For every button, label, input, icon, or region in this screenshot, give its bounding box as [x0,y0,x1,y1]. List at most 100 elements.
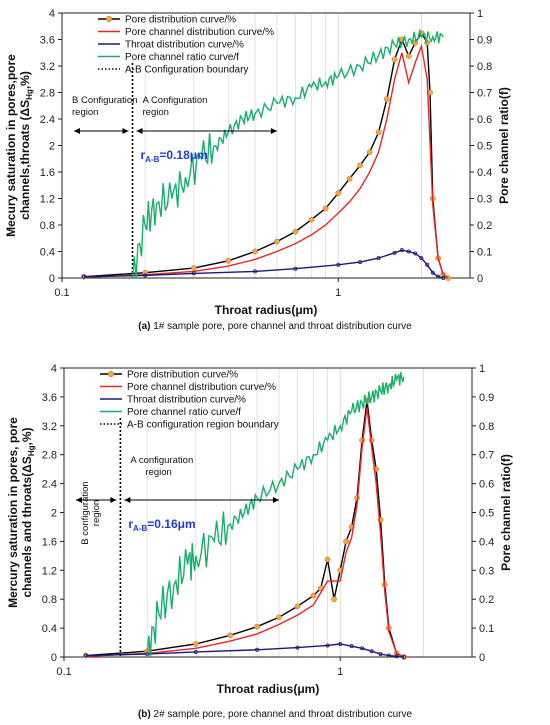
region-b-arrow-head-left [76,497,82,503]
chart-panel-2: 0 0.4 0.8 1.2 1.6 2 2.4 2.8 3.2 3.6 4 0 0.1 0.2 0.3 0.4… [6,363,513,720]
x-tick-label: 0.1 [54,287,69,299]
y2-tick-label: 0 [479,652,485,664]
series-point [325,643,330,648]
region-b-arrow-head-right [122,128,129,134]
series-point [436,274,441,279]
series-point [322,205,329,212]
y-tick-label: 2.4 [40,114,55,126]
series-point [254,623,260,630]
y-tick-label: 1.6 [40,167,55,179]
region-b-arrow-head-right [110,497,117,503]
y2-tick-label: 1 [477,8,483,20]
y2-tick-label: 0.5 [479,508,494,520]
series-point [310,592,317,599]
series-point [193,649,198,654]
series-point [360,646,365,651]
region-a-arrow-head-left [136,128,143,134]
caption-label: (a) [138,321,150,332]
y-tick-label: 3.2 [40,61,55,73]
series-point [391,56,398,63]
region-a-label-1: A Configuration [143,95,208,106]
y-tick-label: 4 [49,8,55,20]
legend-label: Throat distribution curve/% [127,395,246,406]
x-tick-label: 1 [337,666,343,678]
series-point [81,274,86,279]
y2-tick-label: 0.9 [479,392,494,404]
series-point [274,238,280,245]
series-point [335,190,342,197]
series-point [369,649,374,654]
series-point [308,216,315,223]
y-tick-label: 0.4 [40,247,55,259]
y-axis-title-line-2: channels and throats(ΔS [20,456,34,597]
y-axis-title-line-2-end: ,%) [20,427,34,445]
y2-tick-label: 0.9 [477,35,492,47]
series-point [405,53,412,59]
series-point [378,652,383,657]
y2-tick-label: 0.6 [477,114,492,126]
legend-label: Pore channel distribution curve/% [127,382,276,393]
y-axis-title-line-2-end: ,%) [18,71,32,89]
y-tick-label: 2.4 [42,479,57,491]
series-point [190,265,197,271]
series-point [143,273,148,278]
series-point [331,596,337,603]
region-a-arrow-head-right [270,128,277,134]
legend-label: Pore distribution curve/% [127,370,238,381]
series-point [255,647,260,652]
y-axis-title-subscript: Hg [25,89,34,100]
series-line-3 [85,643,404,658]
series-point [386,653,391,658]
y-tick-label: 2 [51,508,57,520]
region-a-arrow-head-left [124,497,131,503]
y-axis-title: Mecury saturation in pores,porechannels,… [4,54,34,237]
chart-panel-1: 0 0.4 0.8 1.2 1.6 2 2.4 2.8 3.2 3.6 4 0 0.1 0.2 0.3 0.4… [4,8,511,332]
y2-tick-label: 0.2 [479,594,494,606]
figure-caption: (b) 2# sample pore, pore channel and thr… [138,709,412,720]
r-ab-value: =0.18μm [159,148,207,162]
series-point [406,249,411,254]
y-tick-label: 1.6 [42,536,57,548]
y2-tick-label: 0.1 [477,247,492,259]
legend-marker [107,370,115,378]
caption-label: (b) [138,709,151,720]
y2-tick-label: 0.4 [477,167,492,179]
y-axis-title-line-1: Mercury saturation in pores, pore [6,417,20,608]
series-line-1 [83,31,449,279]
series-point [441,275,446,280]
series-point [343,538,349,545]
series-point [384,96,390,102]
plot-frame [63,367,473,658]
series-point [276,614,282,621]
x-axis-title: Throat radius(μm) [217,682,320,696]
y-tick-label: 3.6 [42,392,57,404]
region-b-label-2: region [72,107,98,118]
series-point [349,644,354,649]
region-a-label-2: region [145,467,171,478]
r-ab-label: rA-B=0.18μm [141,148,208,164]
y2-tick-label: 0.7 [477,88,492,100]
y2-tick-label: 0.7 [479,450,494,462]
series-line-4 [146,371,405,658]
series-point [294,603,301,610]
y2-tick-label: 0 [477,273,483,285]
r-ab-main: r [141,148,146,162]
series-point [394,654,399,659]
series-point [227,632,234,639]
y2-axis-title: Pore channel ratio(f) [497,87,511,204]
series-point [324,556,331,563]
series-point [225,257,232,264]
series-line-3 [83,249,444,279]
series-point [425,262,430,267]
series-point [358,260,363,265]
legend-marker [105,15,113,23]
caption-text: 2# sample pore, pore channel and throat … [151,709,413,720]
r-ab-label: rA-B=0.16μm [128,517,195,533]
y2-axis-title: Pore channel ratio(f) [499,454,513,571]
y-tick-label: 0 [51,652,57,664]
series-point [419,256,424,261]
series-point [338,641,343,646]
y-tick-label: 0.4 [42,623,57,635]
y2-tick-label: 0.2 [477,220,492,232]
